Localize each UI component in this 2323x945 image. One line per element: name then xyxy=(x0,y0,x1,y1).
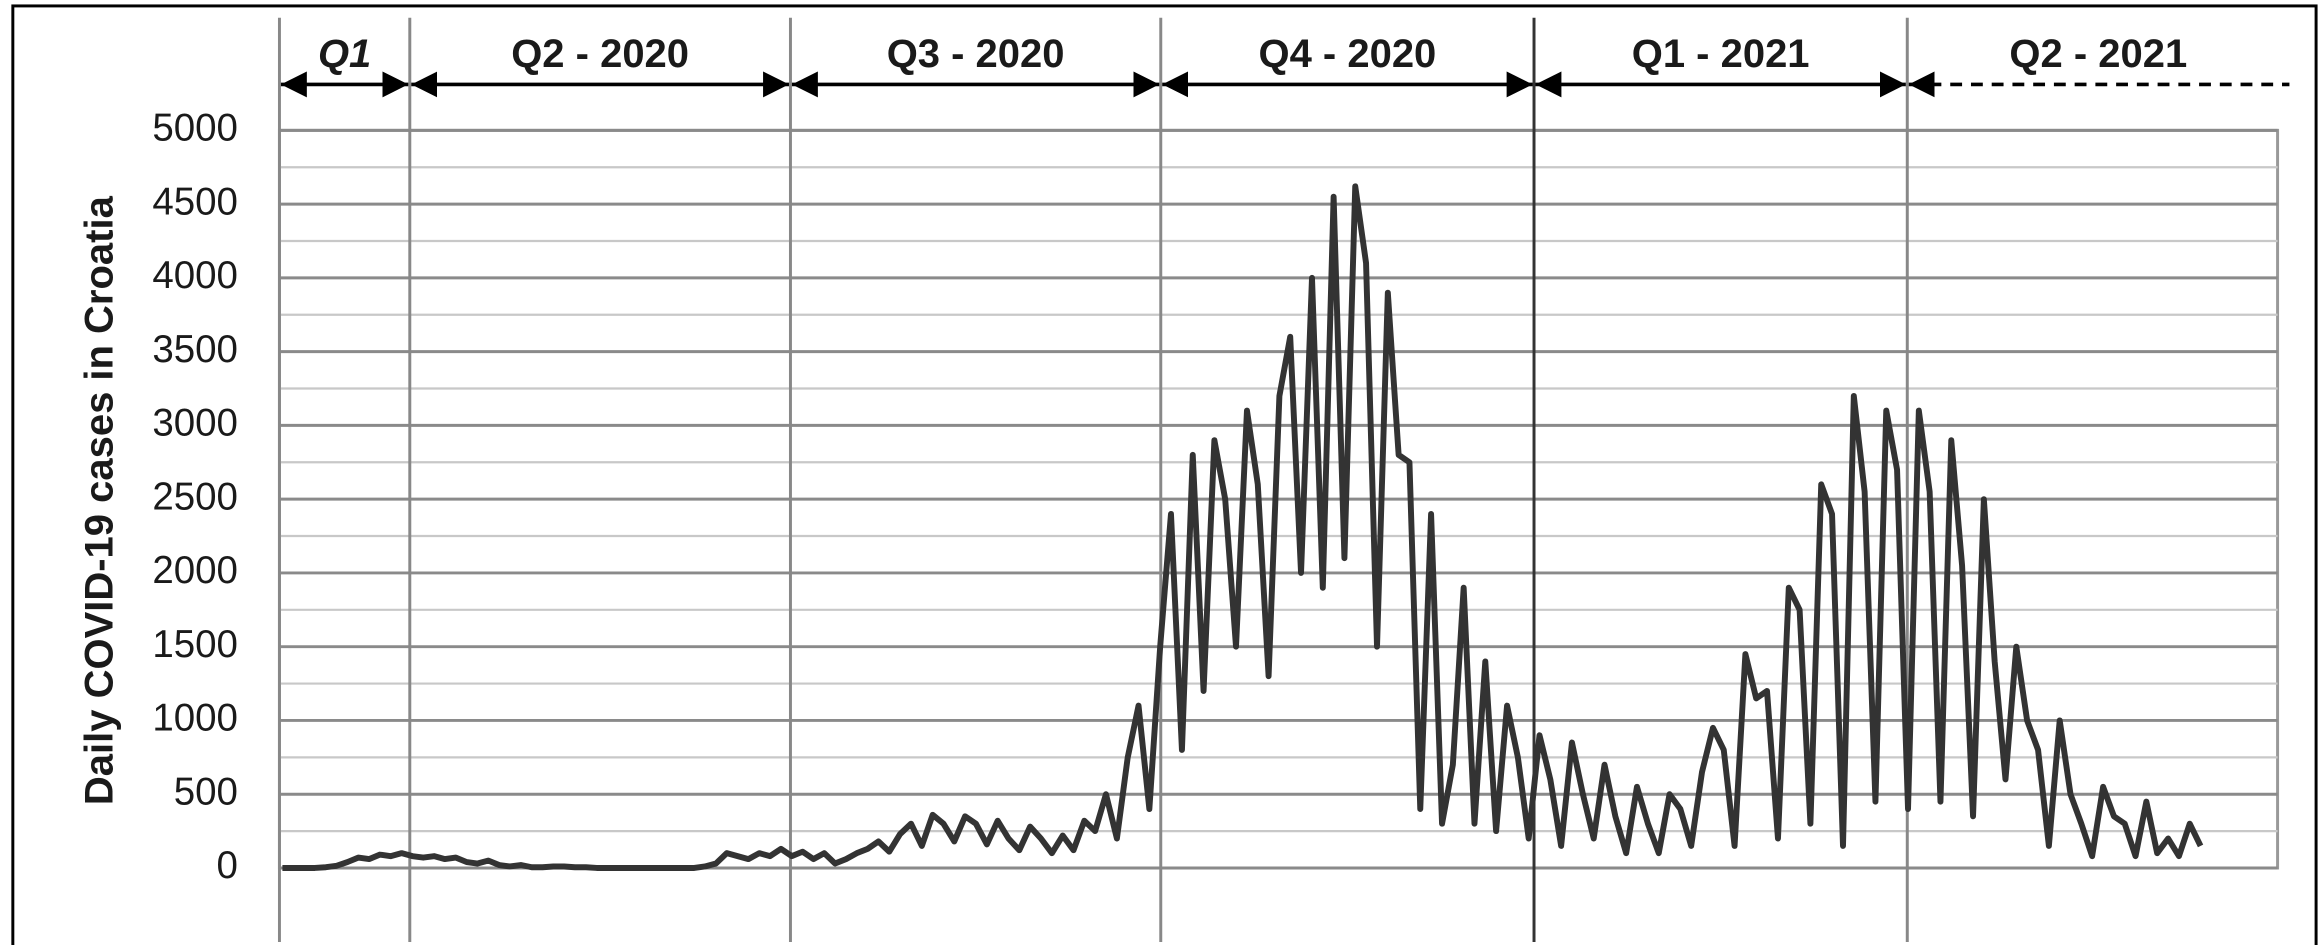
quarter-label: Q2 - 2021 xyxy=(2009,32,2187,76)
y-tick-label: 2000 xyxy=(152,549,238,592)
y-tick-label: 2500 xyxy=(152,475,238,518)
frame xyxy=(11,4,2318,945)
y-tick-label: 4500 xyxy=(152,180,238,223)
y-tick-label: 0 xyxy=(217,844,238,887)
y-tick-label: 3500 xyxy=(152,328,238,371)
y-tick-label: 1500 xyxy=(152,623,238,666)
y-tick-label: 4000 xyxy=(152,254,238,297)
y-tick-label: 500 xyxy=(174,770,238,813)
quarter-label: Q4 - 2020 xyxy=(1258,32,1436,76)
y-tick-label: 1000 xyxy=(152,697,238,740)
quarter-label: Q2 - 2020 xyxy=(511,32,689,76)
quarter-label: Q1 xyxy=(318,32,371,76)
series-line xyxy=(282,183,2204,871)
y-tick-label: 3000 xyxy=(152,402,238,445)
quarter-label: Q3 - 2020 xyxy=(887,32,1065,76)
y-tick-label: 5000 xyxy=(152,107,238,150)
quarter-label: Q1 - 2021 xyxy=(1632,32,1810,76)
y-axis-label: Daily COVID-19 cases in Croatia xyxy=(77,195,121,805)
